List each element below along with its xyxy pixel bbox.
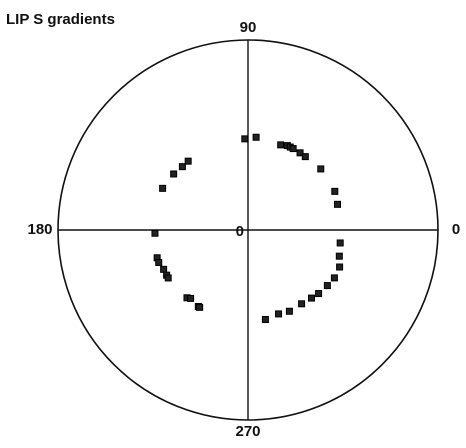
point xyxy=(296,149,304,157)
theta-tick-label: 90 xyxy=(240,19,257,36)
theta-tick-label: 180 xyxy=(27,221,52,238)
point xyxy=(333,200,341,208)
point xyxy=(252,133,260,141)
point xyxy=(301,153,309,161)
point xyxy=(289,145,297,153)
point xyxy=(298,300,306,308)
point xyxy=(285,307,293,315)
r-tick-label: 0 xyxy=(236,223,244,240)
point xyxy=(315,290,323,298)
point xyxy=(331,187,339,195)
point xyxy=(317,165,325,173)
point xyxy=(155,258,163,266)
point xyxy=(307,294,315,302)
point xyxy=(170,170,178,178)
point xyxy=(330,274,338,282)
point xyxy=(275,310,283,318)
point xyxy=(261,316,269,324)
point xyxy=(196,303,204,311)
point xyxy=(336,239,344,247)
point xyxy=(164,274,172,282)
theta-tick-label: 0 xyxy=(452,221,460,238)
chart-title: LIP S gradients xyxy=(6,11,115,28)
point xyxy=(277,141,285,149)
point xyxy=(160,265,168,273)
point xyxy=(241,135,249,143)
theta-tick-label: 270 xyxy=(235,423,260,440)
point xyxy=(336,263,344,271)
point xyxy=(178,163,186,171)
point xyxy=(335,252,343,260)
point xyxy=(187,294,195,302)
point xyxy=(184,157,192,165)
point xyxy=(159,184,167,192)
point xyxy=(151,229,159,237)
point xyxy=(323,282,331,290)
